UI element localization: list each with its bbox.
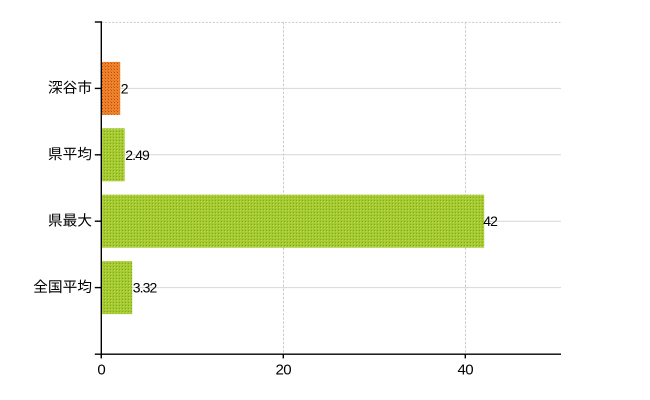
svg-text:20: 20 — [275, 362, 291, 379]
svg-text:0: 0 — [97, 362, 105, 379]
svg-text:42: 42 — [483, 213, 498, 229]
svg-text:3.32: 3.32 — [133, 280, 158, 296]
svg-text:40: 40 — [457, 362, 473, 379]
svg-text:2.49: 2.49 — [125, 147, 150, 163]
svg-text:2: 2 — [121, 80, 129, 96]
